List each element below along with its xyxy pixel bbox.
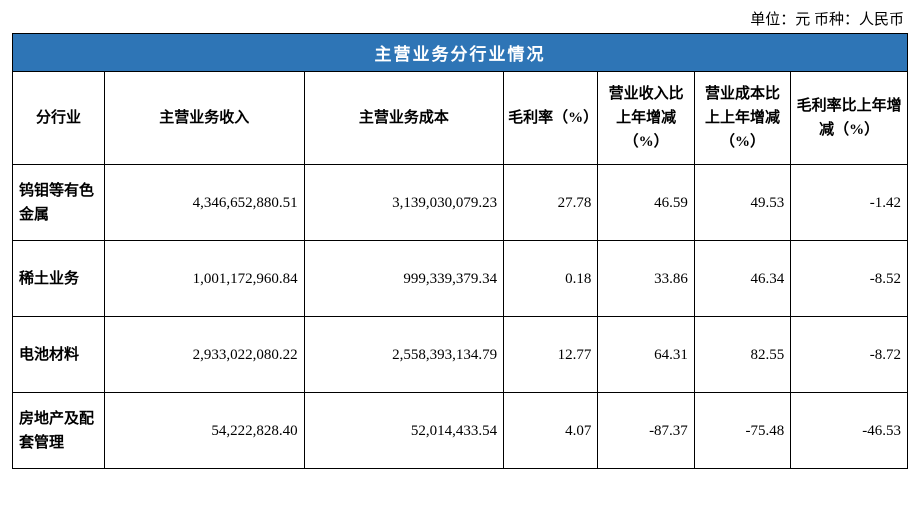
cell-gross-margin: 27.78 bbox=[504, 165, 598, 241]
table-title-row: 主营业务分行业情况 bbox=[13, 34, 908, 72]
cell-cost: 2,558,393,134.79 bbox=[304, 317, 504, 393]
cell-revenue: 54,222,828.40 bbox=[104, 393, 304, 469]
cell-gross-margin: 4.07 bbox=[504, 393, 598, 469]
cell-cost: 3,139,030,079.23 bbox=[304, 165, 504, 241]
cell-cost-yoy: 46.34 bbox=[694, 241, 790, 317]
col-header-revenue: 主营业务收入 bbox=[104, 72, 304, 165]
cell-category: 电池材料 bbox=[13, 317, 105, 393]
col-header-cost-yoy: 营业成本比上上年增减（%） bbox=[694, 72, 790, 165]
col-header-margin-yoy: 毛利率比上年增减（%） bbox=[791, 72, 908, 165]
cell-cost: 52,014,433.54 bbox=[304, 393, 504, 469]
cell-revenue: 4,346,652,880.51 bbox=[104, 165, 304, 241]
cell-rev-yoy: -87.37 bbox=[598, 393, 694, 469]
industry-table: 主营业务分行业情况 分行业 主营业务收入 主营业务成本 毛利率（%） 营业收入比… bbox=[12, 33, 908, 469]
cell-rev-yoy: 33.86 bbox=[598, 241, 694, 317]
cell-margin-yoy: -8.52 bbox=[791, 241, 908, 317]
table-row: 稀土业务 1,001,172,960.84 999,339,379.34 0.1… bbox=[13, 241, 908, 317]
cell-margin-yoy: -46.53 bbox=[791, 393, 908, 469]
col-header-industry: 分行业 bbox=[13, 72, 105, 165]
col-header-rev-yoy: 营业收入比上年增减（%） bbox=[598, 72, 694, 165]
cell-gross-margin: 12.77 bbox=[504, 317, 598, 393]
cell-margin-yoy: -1.42 bbox=[791, 165, 908, 241]
cell-revenue: 2,933,022,080.22 bbox=[104, 317, 304, 393]
table-header-row: 分行业 主营业务收入 主营业务成本 毛利率（%） 营业收入比上年增减（%） 营业… bbox=[13, 72, 908, 165]
unit-label: 单位：元 币种：人民币 bbox=[12, 8, 908, 29]
table-row: 钨钼等有色金属 4,346,652,880.51 3,139,030,079.2… bbox=[13, 165, 908, 241]
col-header-cost: 主营业务成本 bbox=[304, 72, 504, 165]
cell-margin-yoy: -8.72 bbox=[791, 317, 908, 393]
cell-cost-yoy: 49.53 bbox=[694, 165, 790, 241]
cell-category: 钨钼等有色金属 bbox=[13, 165, 105, 241]
cell-category: 稀土业务 bbox=[13, 241, 105, 317]
table-row: 电池材料 2,933,022,080.22 2,558,393,134.79 1… bbox=[13, 317, 908, 393]
cell-category: 房地产及配套管理 bbox=[13, 393, 105, 469]
cell-cost-yoy: 82.55 bbox=[694, 317, 790, 393]
cell-revenue: 1,001,172,960.84 bbox=[104, 241, 304, 317]
cell-cost-yoy: -75.48 bbox=[694, 393, 790, 469]
cell-gross-margin: 0.18 bbox=[504, 241, 598, 317]
table-row: 房地产及配套管理 54,222,828.40 52,014,433.54 4.0… bbox=[13, 393, 908, 469]
col-header-gross-margin: 毛利率（%） bbox=[504, 72, 598, 165]
cell-cost: 999,339,379.34 bbox=[304, 241, 504, 317]
table-title: 主营业务分行业情况 bbox=[13, 34, 908, 72]
cell-rev-yoy: 64.31 bbox=[598, 317, 694, 393]
cell-rev-yoy: 46.59 bbox=[598, 165, 694, 241]
